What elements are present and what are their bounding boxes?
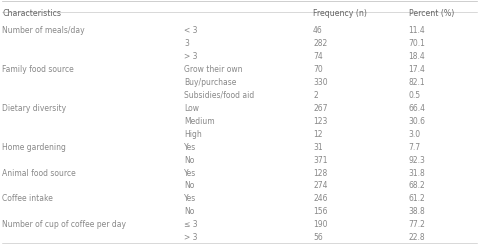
Text: Family food source: Family food source bbox=[2, 65, 74, 74]
Text: 3: 3 bbox=[184, 39, 189, 48]
Text: Home gardening: Home gardening bbox=[2, 142, 66, 151]
Text: 274: 274 bbox=[313, 181, 327, 190]
Text: 70: 70 bbox=[313, 65, 323, 74]
Text: 31: 31 bbox=[313, 142, 323, 151]
Text: 74: 74 bbox=[313, 52, 323, 61]
Text: 82.1: 82.1 bbox=[409, 78, 425, 87]
Text: 77.2: 77.2 bbox=[409, 220, 425, 228]
Text: No: No bbox=[184, 181, 195, 190]
Text: Subsidies/food aid: Subsidies/food aid bbox=[184, 91, 254, 100]
Text: 56: 56 bbox=[313, 232, 323, 241]
Text: 68.2: 68.2 bbox=[409, 181, 425, 190]
Text: 30.6: 30.6 bbox=[409, 116, 426, 125]
Text: Characteristics: Characteristics bbox=[2, 9, 61, 18]
Text: 2: 2 bbox=[313, 91, 318, 100]
Text: > 3: > 3 bbox=[184, 232, 197, 241]
Text: High: High bbox=[184, 129, 202, 138]
Text: Number of meals/day: Number of meals/day bbox=[2, 26, 85, 35]
Text: 92.3: 92.3 bbox=[409, 155, 425, 164]
Text: 267: 267 bbox=[313, 104, 327, 112]
Text: 31.8: 31.8 bbox=[409, 168, 425, 177]
Text: 190: 190 bbox=[313, 220, 327, 228]
Text: Number of cup of coffee per day: Number of cup of coffee per day bbox=[2, 220, 126, 228]
Text: 128: 128 bbox=[313, 168, 327, 177]
Text: 66.4: 66.4 bbox=[409, 104, 426, 112]
Text: Buy/purchase: Buy/purchase bbox=[184, 78, 237, 87]
Text: Animal food source: Animal food source bbox=[2, 168, 76, 177]
Text: 18.4: 18.4 bbox=[409, 52, 425, 61]
Text: < 3: < 3 bbox=[184, 26, 197, 35]
Text: 330: 330 bbox=[313, 78, 328, 87]
Text: 3.0: 3.0 bbox=[409, 129, 421, 138]
Text: Dietary diversity: Dietary diversity bbox=[2, 104, 66, 112]
Text: Yes: Yes bbox=[184, 168, 196, 177]
Text: 12: 12 bbox=[313, 129, 323, 138]
Text: 46: 46 bbox=[313, 26, 323, 35]
Text: Coffee intake: Coffee intake bbox=[2, 194, 53, 202]
Text: No: No bbox=[184, 155, 195, 164]
Text: 156: 156 bbox=[313, 206, 327, 216]
Text: 0.5: 0.5 bbox=[409, 91, 421, 100]
Text: > 3: > 3 bbox=[184, 52, 197, 61]
Text: 38.8: 38.8 bbox=[409, 206, 425, 216]
Text: 7.7: 7.7 bbox=[409, 142, 421, 151]
Text: 22.8: 22.8 bbox=[409, 232, 425, 241]
Text: No: No bbox=[184, 206, 195, 216]
Text: 17.4: 17.4 bbox=[409, 65, 425, 74]
Text: Low: Low bbox=[184, 104, 199, 112]
Text: 371: 371 bbox=[313, 155, 327, 164]
Text: 70.1: 70.1 bbox=[409, 39, 425, 48]
Text: Medium: Medium bbox=[184, 116, 215, 125]
Text: 123: 123 bbox=[313, 116, 327, 125]
Text: Yes: Yes bbox=[184, 142, 196, 151]
Text: Percent (%): Percent (%) bbox=[409, 9, 454, 18]
Text: Frequency (n): Frequency (n) bbox=[313, 9, 367, 18]
Text: ≤ 3: ≤ 3 bbox=[184, 220, 198, 228]
Text: 11.4: 11.4 bbox=[409, 26, 425, 35]
Text: 61.2: 61.2 bbox=[409, 194, 425, 202]
Text: 282: 282 bbox=[313, 39, 327, 48]
Text: 246: 246 bbox=[313, 194, 327, 202]
Text: Yes: Yes bbox=[184, 194, 196, 202]
Text: Grow their own: Grow their own bbox=[184, 65, 242, 74]
